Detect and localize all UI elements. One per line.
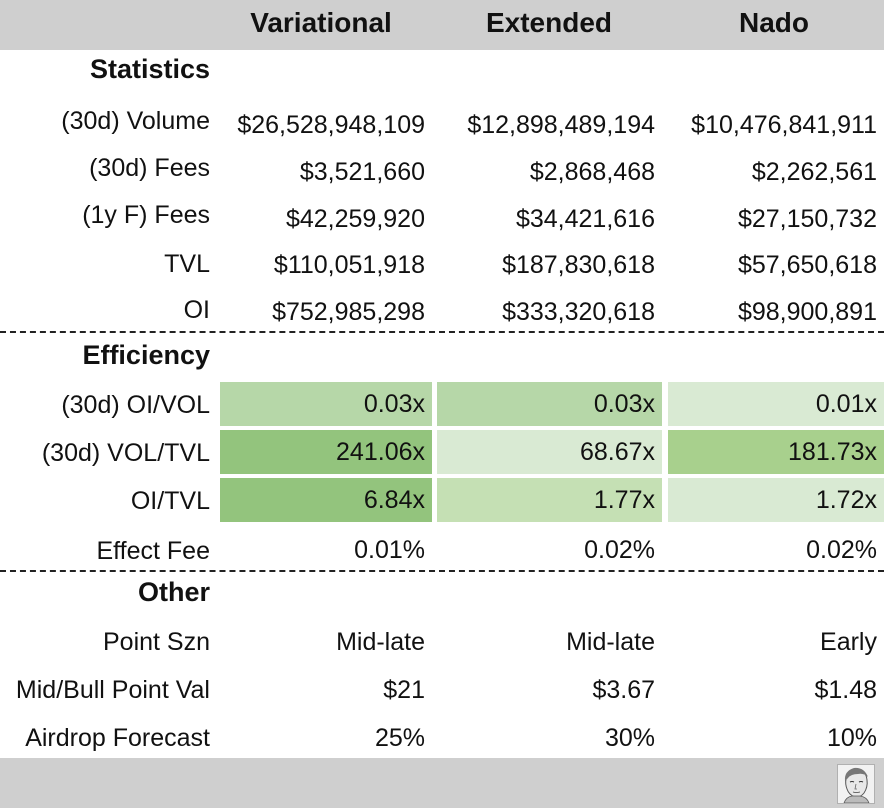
section-title-efficiency: Efficiency bbox=[82, 340, 210, 370]
cell-value: $3,521,660 bbox=[299, 158, 425, 186]
cell-value: $2,868,468 bbox=[529, 158, 655, 186]
cell-value: $34,421,616 bbox=[515, 205, 655, 233]
row-label: (30d) Fees bbox=[89, 154, 210, 182]
cell-value: $42,259,920 bbox=[285, 205, 425, 233]
cell-value: $12,898,489,194 bbox=[467, 111, 655, 139]
heatmap-cell: 68.67x bbox=[437, 430, 662, 474]
cell-value: $57,650,618 bbox=[737, 251, 877, 279]
cell-value: Mid-late bbox=[566, 628, 655, 656]
row-label: (30d) VOL/TVL bbox=[41, 439, 210, 467]
row-label: (30d) OI/VOL bbox=[61, 391, 210, 419]
cell-value: $98,900,891 bbox=[737, 298, 877, 326]
heatmap-cell: 1.72x bbox=[668, 478, 884, 522]
cell-value: 0.02% bbox=[584, 536, 655, 564]
row-label: Airdrop Forecast bbox=[25, 724, 210, 752]
row-label: OI/TVL bbox=[130, 487, 210, 515]
heatmap-cell: 241.06x bbox=[220, 430, 432, 474]
avatar-icon bbox=[837, 764, 875, 804]
section-title-other: Other bbox=[137, 577, 210, 607]
row-label: Effect Fee bbox=[96, 537, 211, 565]
cell-value: Early bbox=[820, 628, 877, 656]
cell-value: 25% bbox=[374, 724, 425, 752]
cell-value: Mid-late bbox=[336, 628, 425, 656]
heatmap-cell: 1.77x bbox=[437, 478, 662, 522]
row-label: TVL bbox=[164, 250, 210, 278]
header-bar: Variational Extended Nado bbox=[0, 0, 884, 50]
heatmap-cell: 0.01x bbox=[668, 382, 884, 426]
cell-value: $110,051,918 bbox=[273, 251, 425, 279]
cell-value: $2,262,561 bbox=[751, 158, 877, 186]
heatmap-cell: 181.73x bbox=[668, 430, 884, 474]
section-divider bbox=[0, 331, 884, 333]
cell-value: 0.01% bbox=[354, 536, 425, 564]
cell-value: $27,150,732 bbox=[737, 205, 877, 233]
cell-value: $187,830,618 bbox=[502, 251, 655, 279]
cell-value: $752,985,298 bbox=[272, 298, 425, 326]
cell-value: $26,528,948,109 bbox=[237, 111, 425, 139]
row-label: (1y F) Fees bbox=[82, 201, 210, 229]
section-title-statistics: Statistics bbox=[89, 54, 210, 84]
footer-bar bbox=[0, 758, 884, 808]
row-label: OI bbox=[183, 296, 210, 324]
cell-value: 10% bbox=[826, 724, 877, 752]
row-label: (30d) Volume bbox=[61, 107, 210, 135]
cell-value: 30% bbox=[604, 724, 655, 752]
heatmap-cell: 6.84x bbox=[220, 478, 432, 522]
cell-value: 0.02% bbox=[806, 536, 877, 564]
cell-value: $1.48 bbox=[814, 676, 877, 704]
heatmap-cell: 0.03x bbox=[437, 382, 662, 426]
column-header-extended: Extended bbox=[485, 7, 613, 38]
column-header-nado: Nado bbox=[739, 7, 809, 38]
cell-value: $10,476,841,911 bbox=[691, 111, 877, 139]
row-label: Point Szn bbox=[102, 628, 210, 656]
row-label: Mid/Bull Point Val bbox=[15, 676, 210, 704]
section-divider bbox=[0, 570, 884, 572]
heatmap-cell: 0.03x bbox=[220, 382, 432, 426]
cell-value: $3.67 bbox=[592, 676, 655, 704]
cell-value: $21 bbox=[383, 676, 425, 704]
cell-value: $333,320,618 bbox=[502, 298, 655, 326]
column-header-variational: Variational bbox=[250, 7, 392, 38]
